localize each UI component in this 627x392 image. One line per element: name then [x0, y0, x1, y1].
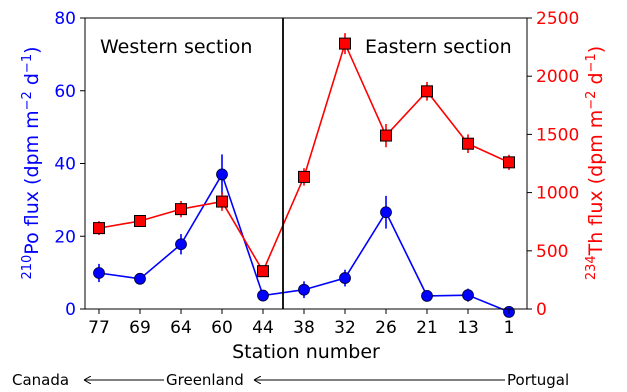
plot-frame	[84, 17, 528, 310]
left-axis-title: 210Po flux (dpm m−2 d−1)	[20, 46, 43, 279]
right-axis-title-end: d	[585, 72, 607, 90]
data-point-right	[257, 265, 269, 278]
data-point-left	[93, 267, 105, 279]
x-axis-title: Station number	[232, 341, 380, 363]
route-canada-label: Canada	[12, 371, 69, 389]
x-tick-label: 26	[375, 318, 397, 338]
x-tick-label: 77	[88, 318, 110, 338]
data-point-left	[462, 289, 474, 302]
data-point-right	[216, 195, 228, 208]
left-tick-label: 40	[54, 155, 76, 175]
left-tick-label: 60	[54, 82, 76, 102]
right-tick-label: 1000	[536, 184, 579, 204]
data-point-right	[503, 156, 515, 169]
x-tick-label: 13	[457, 318, 479, 338]
x-tick-label: 64	[170, 318, 192, 338]
left-axis-title-sup: 210	[20, 255, 35, 280]
x-tick-label: 1	[504, 318, 515, 338]
data-point-right	[462, 137, 474, 150]
left-tick-label: 0	[65, 300, 76, 320]
x-tick-label: 44	[252, 318, 274, 338]
right-axis-title-close: )	[585, 46, 607, 53]
data-point-left	[134, 272, 146, 285]
data-point-right	[93, 222, 105, 235]
right-tick-label: 2500	[536, 9, 579, 29]
series-right	[93, 33, 515, 278]
data-point-left	[298, 283, 310, 296]
right-tick-label: 0	[536, 300, 547, 320]
data-point-left	[216, 168, 228, 181]
left-tick-label: 80	[54, 9, 76, 29]
data-point-right	[421, 85, 433, 98]
eastern-section-label: Eastern section	[365, 36, 512, 58]
right-axis-title-sup3: −1	[584, 53, 599, 72]
route-row: Canada Greenland Portugal	[12, 371, 569, 389]
right-axis-title-main: Th flux (dpm m	[585, 110, 607, 257]
x-tick-label: 32	[334, 318, 356, 338]
data-point-left	[421, 290, 433, 302]
left-axis-title-sup2: −2	[20, 91, 35, 110]
left-axis-title-sup3: −1	[20, 54, 35, 73]
x-tick-label: 60	[211, 318, 233, 338]
x-tick-label: 38	[293, 318, 315, 338]
route-greenland-label: Greenland	[166, 371, 244, 389]
series-line-right	[98, 41, 510, 273]
right-tick-label: 2000	[536, 67, 579, 87]
x-tick-label: 69	[129, 318, 151, 338]
left-axis-title-end: d	[21, 73, 43, 91]
data-point-left	[380, 206, 392, 219]
left-axis: 0 20 40 60 80	[54, 9, 85, 320]
series-left	[93, 154, 515, 318]
x-tick-label: 21	[416, 318, 438, 338]
left-axis-title-close: )	[21, 46, 43, 53]
right-tick-label: 1500	[536, 125, 579, 145]
data-point-right	[175, 203, 187, 216]
right-axis-title-sup2: −2	[584, 91, 599, 110]
route-portugal-label: Portugal	[507, 371, 569, 389]
right-tick-label: 500	[536, 242, 568, 262]
data-point-left	[175, 238, 187, 251]
data-point-left	[257, 289, 269, 302]
data-point-left	[339, 272, 351, 284]
data-point-right	[298, 170, 310, 183]
right-axis: 0 500 1000 1500 2000 2500	[527, 9, 579, 320]
data-point-right	[380, 129, 392, 142]
western-section-label: Western section	[100, 36, 252, 58]
data-point-right	[339, 37, 351, 50]
x-axis: 77 69 64 60 44 38 32 26 21 13 1	[88, 309, 514, 338]
data-point-right	[134, 215, 146, 228]
right-axis-title: 234Th flux (dpm m−2 d−1)	[584, 46, 607, 280]
right-axis-title-sup: 234	[584, 255, 599, 280]
left-tick-label: 20	[54, 227, 76, 247]
left-axis-title-main: Po flux (dpm m	[21, 110, 43, 254]
